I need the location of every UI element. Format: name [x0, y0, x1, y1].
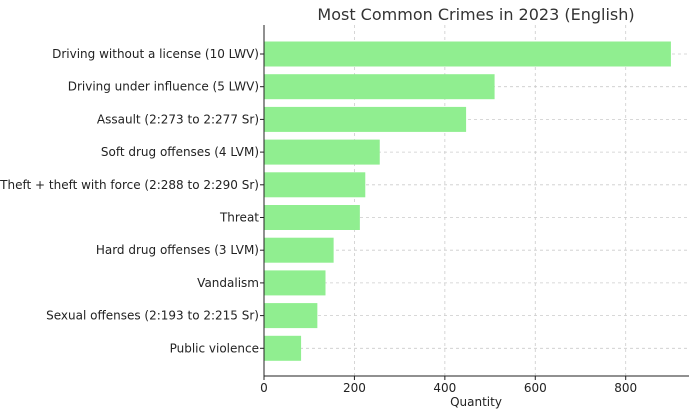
- category-label: Public violence: [170, 341, 259, 355]
- category-label: Theft + theft with force (2:288 to 2:290…: [0, 178, 259, 192]
- chart-title: Most Common Crimes in 2023 (English): [317, 5, 634, 24]
- x-tick-label: 0: [260, 381, 268, 395]
- bar: [264, 41, 671, 67]
- bar: [264, 303, 318, 329]
- category-label: Threat: [219, 211, 259, 225]
- x-tick-label: 200: [343, 381, 366, 395]
- x-tick-label: 800: [614, 381, 637, 395]
- category-label: Soft drug offenses (4 LVM): [101, 145, 259, 159]
- bar: [264, 172, 366, 198]
- bar: [264, 205, 360, 230]
- bar: [264, 139, 380, 165]
- bars-layer: [264, 41, 671, 361]
- category-label: Driving under influence (5 LWV): [68, 80, 259, 94]
- category-label: Vandalism: [197, 276, 259, 290]
- bar: [264, 335, 302, 361]
- bar: [264, 270, 326, 296]
- category-label: Assault (2:273 to 2:277 Sr): [97, 112, 259, 126]
- axes-layer: Driving without a license (10 LWV) Drivin…: [0, 25, 689, 395]
- category-label: Hard drug offenses (3 LVM): [96, 243, 259, 257]
- bar: [264, 106, 467, 132]
- category-label: Sexual offenses (2:193 to 2:215 Sr): [46, 309, 259, 323]
- x-axis-label: Quantity: [450, 395, 502, 409]
- x-tick-label: 400: [433, 381, 456, 395]
- x-tick-label: 600: [524, 381, 547, 395]
- bar: [264, 237, 334, 263]
- category-label: Driving without a license (10 LWV): [52, 47, 259, 61]
- bar: [264, 74, 495, 100]
